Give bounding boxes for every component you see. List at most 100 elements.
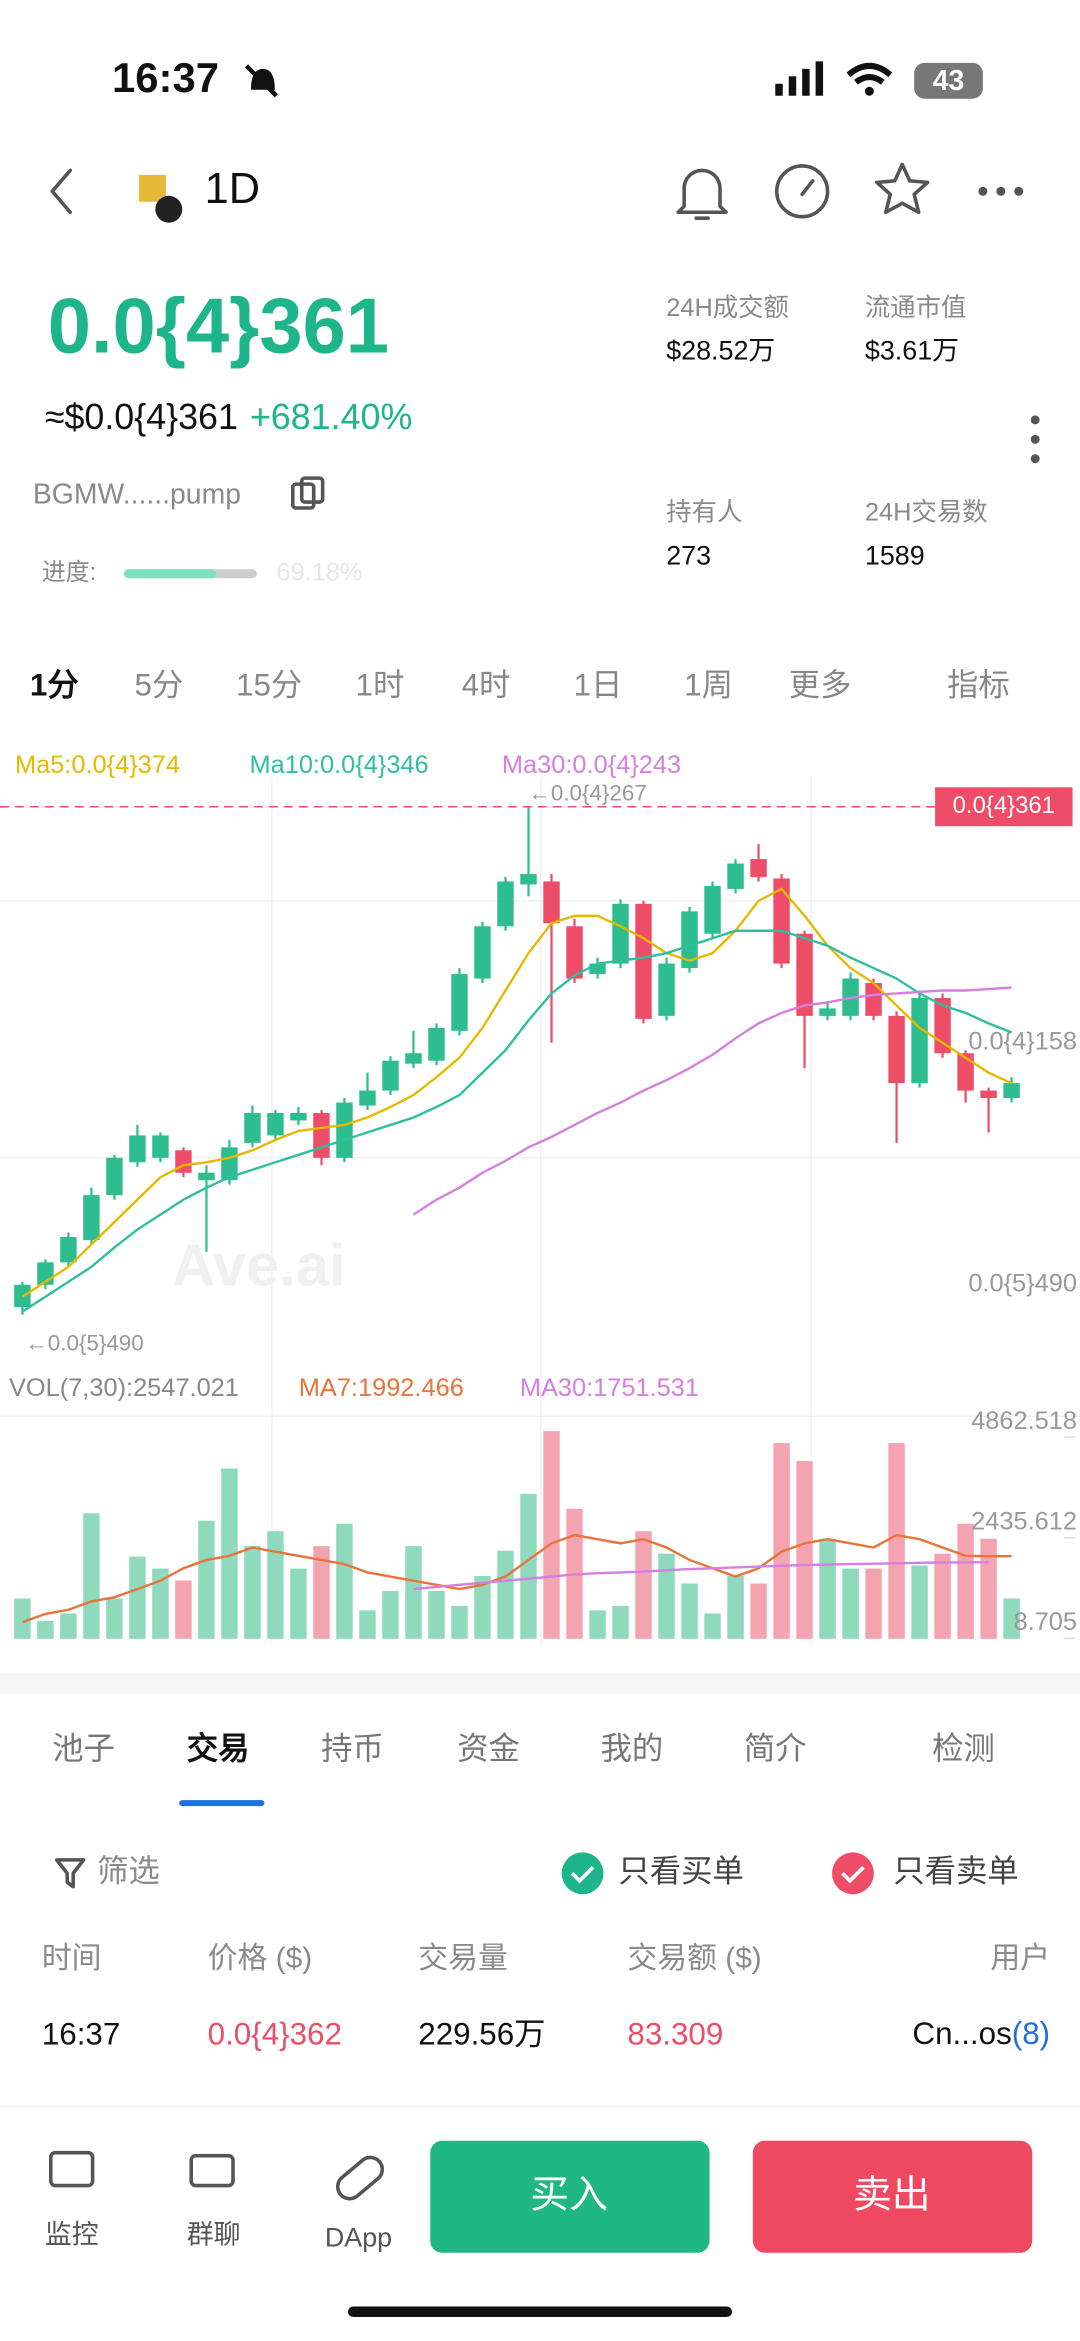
copy-icon-back	[299, 476, 325, 504]
interval[interactable]: 指标	[947, 668, 1010, 703]
volume-bar	[543, 1431, 560, 1639]
candle-body	[658, 963, 675, 1016]
table-header: 时间 价格 ($) 交易量 交易额 ($) 用户	[42, 1942, 1050, 1975]
back-button[interactable]	[50, 168, 72, 215]
buy-check[interactable]	[561, 1852, 604, 1895]
side-menu[interactable]	[1030, 415, 1040, 464]
volume-bar	[152, 1568, 169, 1639]
buy-button[interactable]	[430, 2140, 710, 2253]
tab[interactable]: 简介	[744, 1731, 807, 1766]
gauge-button[interactable]	[774, 164, 830, 219]
candle-body	[451, 974, 468, 1031]
alert-button[interactable]	[676, 168, 728, 221]
volume-bar	[106, 1598, 123, 1639]
volume-bar	[980, 1538, 997, 1639]
volume-bar	[244, 1546, 261, 1639]
user: Cn...os	[912, 2016, 1011, 2051]
ma-line	[21, 887, 1013, 1298]
volume-bar	[497, 1550, 514, 1639]
filter[interactable]: 筛选	[97, 1854, 160, 1889]
candle-body	[267, 1112, 284, 1136]
gauge-needle	[800, 179, 815, 197]
nav-item[interactable]: DApp	[325, 2222, 392, 2252]
volume-bar	[267, 1531, 284, 1639]
progress-label: 进度:	[42, 559, 96, 586]
tab[interactable]: 检测	[932, 1731, 995, 1766]
y-tick-label: 2435.612	[971, 1508, 1077, 1536]
tab[interactable]: 资金	[457, 1731, 520, 1766]
interval[interactable]: 1时	[356, 668, 405, 703]
th: 价格 ($)	[208, 1942, 313, 1975]
high-label: ←0.0{4}267	[528, 781, 646, 806]
battery	[914, 62, 983, 99]
sell-check[interactable]	[832, 1852, 874, 1895]
stat-label: 流通市值	[865, 294, 967, 322]
volume-bar	[129, 1556, 146, 1639]
sell-button[interactable]	[752, 2140, 1033, 2253]
price-change: +681.40%	[250, 397, 412, 437]
volume-bar	[290, 1568, 307, 1639]
chat-icon	[189, 2153, 235, 2188]
tab[interactable]: 池子	[52, 1731, 115, 1766]
td: 0.0{4}362	[208, 2016, 342, 2051]
sell-only[interactable]: 只看卖单	[893, 1854, 1018, 1889]
last-price-tag	[935, 787, 1073, 827]
bell-mute	[250, 68, 275, 90]
interval[interactable]: 更多	[789, 668, 852, 703]
user-count[interactable]: (8)	[1012, 2016, 1050, 2051]
progress-value: 69.18%	[276, 558, 362, 586]
candle-body	[313, 1112, 330, 1158]
filter-icon	[54, 1858, 86, 1889]
favorite-button[interactable]	[875, 162, 930, 215]
candle-body	[727, 863, 744, 889]
candle-body	[474, 926, 491, 979]
tab-indicator	[179, 1800, 265, 1807]
nav-item[interactable]: 监控	[45, 2219, 99, 2249]
wifi-dot	[864, 86, 874, 96]
candle-body	[336, 1102, 353, 1158]
tab[interactable]: 持币	[321, 1731, 384, 1766]
volume-bar	[1003, 1598, 1020, 1639]
volume-bar	[819, 1538, 836, 1639]
candle-body	[290, 1112, 307, 1121]
candle-body	[198, 1172, 215, 1181]
candle-body	[911, 997, 928, 1084]
sell-label: 卖出	[853, 2174, 931, 2217]
interval[interactable]: 1周	[684, 668, 733, 703]
volume-bar	[60, 1613, 77, 1639]
legend-entry: Ma5:0.0{4}374	[15, 751, 180, 779]
tab[interactable]: 交易	[187, 1730, 250, 1766]
nav-item[interactable]: 群聊	[187, 2219, 241, 2249]
th: 交易量	[418, 1942, 508, 1975]
volume-bar	[842, 1568, 859, 1639]
volume-bar	[83, 1513, 100, 1639]
interval[interactable]: 1日	[574, 668, 623, 703]
volume-bar	[911, 1565, 928, 1639]
more-button[interactable]	[978, 186, 1024, 196]
interval[interactable]: 1分	[30, 668, 79, 703]
candle-body	[957, 1053, 974, 1091]
dapp-icon	[335, 2155, 385, 2201]
header-title: 1D	[205, 165, 260, 213]
candle-body	[152, 1135, 169, 1158]
volume-bar	[520, 1493, 537, 1639]
interval[interactable]: 5分	[134, 668, 183, 703]
interval[interactable]: 4时	[462, 668, 511, 703]
tab[interactable]: 我的	[600, 1731, 663, 1766]
tabs: 池子 交易 持币 资金 我的 简介 检测	[52, 1730, 995, 1766]
candle-body	[543, 881, 560, 924]
volume-bar	[934, 1553, 951, 1639]
last-price-label: 0.0{4}361	[953, 792, 1055, 819]
legend-entry: Ma10:0.0{4}346	[249, 751, 428, 779]
volume-bar	[888, 1443, 905, 1639]
ma-line	[21, 929, 1013, 1313]
volume-bar	[428, 1590, 445, 1639]
price: 0.0{4}361	[48, 283, 389, 369]
stat-value: $3.61万	[865, 336, 959, 366]
y-tick-label: 8.705	[1014, 1608, 1078, 1636]
volume-bar	[865, 1568, 882, 1639]
y-tick-label: 4862.518	[971, 1407, 1077, 1435]
interval[interactable]: 15分	[236, 668, 302, 703]
buy-only[interactable]: 只看买单	[618, 1854, 743, 1889]
